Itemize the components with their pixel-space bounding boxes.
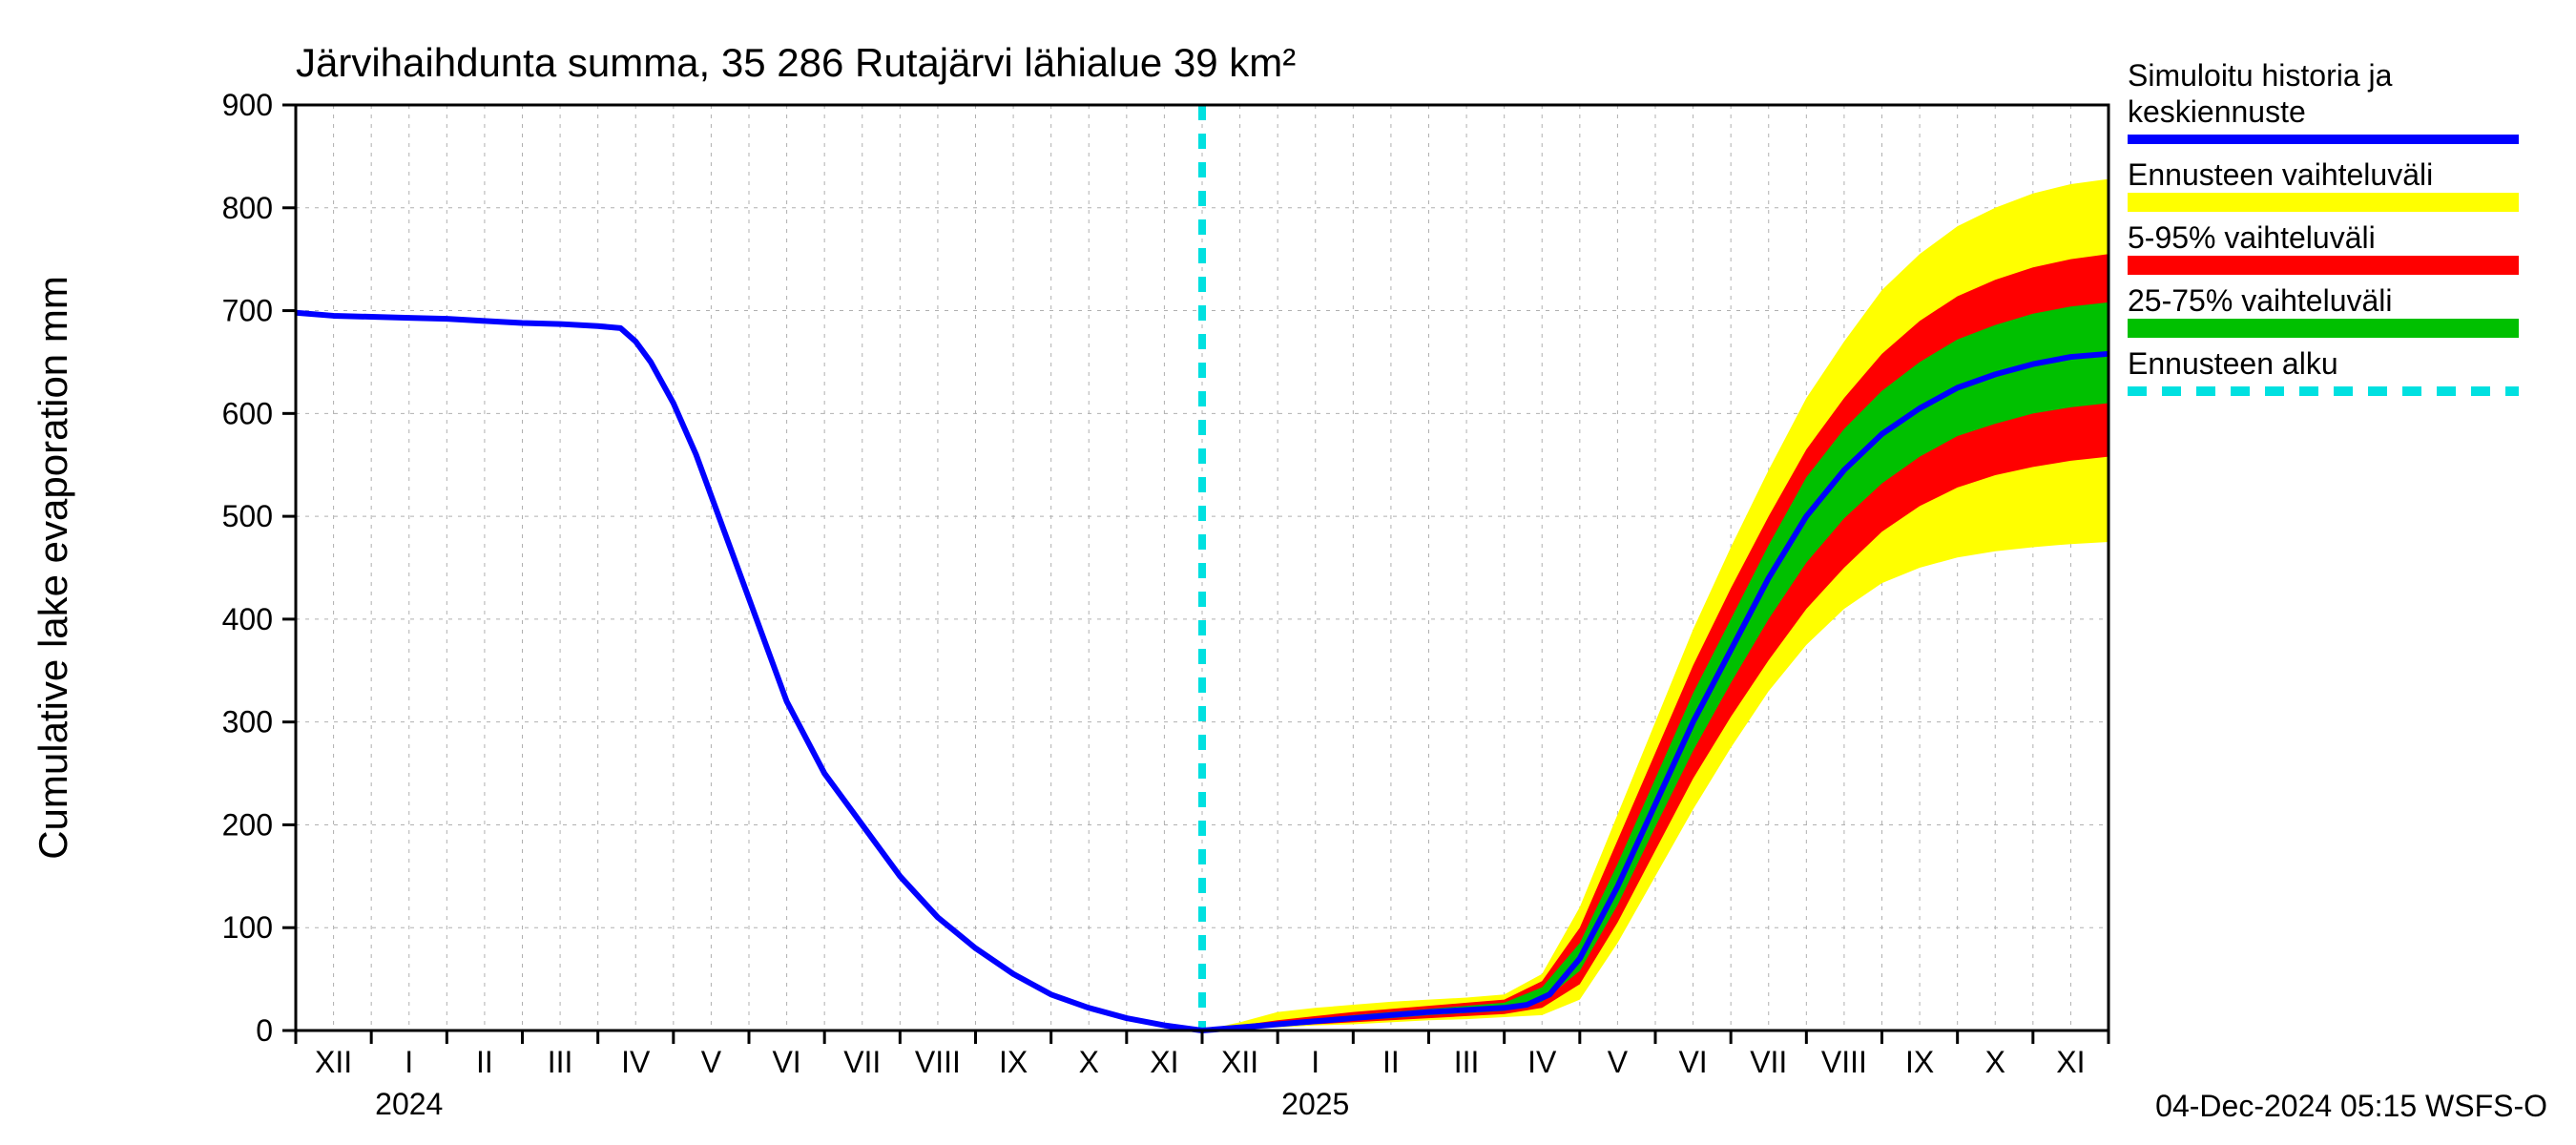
legend-item-label: Simuloitu historia ja [2128, 58, 2393, 93]
x-tick-label: VIII [915, 1045, 961, 1079]
x-tick-label: III [548, 1045, 573, 1079]
x-tick-label: V [701, 1045, 722, 1079]
x-tick-label: XII [315, 1045, 352, 1079]
y-tick-label: 200 [222, 807, 273, 842]
x-tick-label: VIII [1821, 1045, 1867, 1079]
legend-swatch-band [2128, 193, 2519, 212]
legend-item-label: 5-95% vaihteluväli [2128, 220, 2376, 255]
y-tick-label: 0 [256, 1013, 273, 1048]
legend-item-label: 25-75% vaihteluväli [2128, 283, 2393, 318]
chart-svg: 0100200300400500600700800900XIIIIIIIIIVV… [0, 0, 2576, 1145]
x-tick-label: X [1079, 1045, 1099, 1079]
y-tick-label: 400 [222, 602, 273, 636]
x-tick-label: XI [1150, 1045, 1178, 1079]
x-tick-label: I [405, 1045, 413, 1079]
x-tick-label: XI [2056, 1045, 2085, 1079]
x-tick-label: VII [843, 1045, 881, 1079]
y-axis-label: Cumulative lake evaporation mm [31, 276, 75, 860]
x-tick-label: VII [1750, 1045, 1787, 1079]
chart-title: Järvihaihdunta summa, 35 286 Rutajärvi l… [296, 40, 1296, 85]
legend-item-label: Ennusteen alku [2128, 346, 2338, 381]
y-tick-label: 100 [222, 910, 273, 945]
year-label: 2025 [1281, 1087, 1349, 1121]
y-tick-label: 700 [222, 294, 273, 328]
year-label: 2024 [375, 1087, 443, 1121]
y-tick-label: 900 [222, 88, 273, 122]
x-tick-label: II [1382, 1045, 1400, 1079]
x-tick-label: IX [1905, 1045, 1934, 1079]
x-tick-label: I [1311, 1045, 1319, 1079]
x-tick-label: II [476, 1045, 493, 1079]
x-tick-label: IV [1527, 1045, 1557, 1079]
legend-swatch-band [2128, 319, 2519, 338]
x-tick-label: XII [1221, 1045, 1258, 1079]
chart-container: 0100200300400500600700800900XIIIIIIIIIVV… [0, 0, 2576, 1145]
y-tick-label: 500 [222, 499, 273, 533]
y-tick-label: 600 [222, 396, 273, 430]
legend-item-label: Ennusteen vaihteluväli [2128, 157, 2433, 192]
y-tick-label: 800 [222, 191, 273, 225]
legend-swatch-band [2128, 256, 2519, 275]
x-tick-label: VI [1678, 1045, 1707, 1079]
legend-item-label: keskiennuste [2128, 94, 2306, 129]
y-tick-label: 300 [222, 705, 273, 739]
x-tick-label: IV [621, 1045, 651, 1079]
x-tick-label: VI [772, 1045, 800, 1079]
x-tick-label: IX [999, 1045, 1028, 1079]
x-tick-label: X [1985, 1045, 2005, 1079]
x-tick-label: V [1608, 1045, 1629, 1079]
chart-footer: 04-Dec-2024 05:15 WSFS-O [2155, 1089, 2547, 1123]
x-tick-label: III [1454, 1045, 1480, 1079]
